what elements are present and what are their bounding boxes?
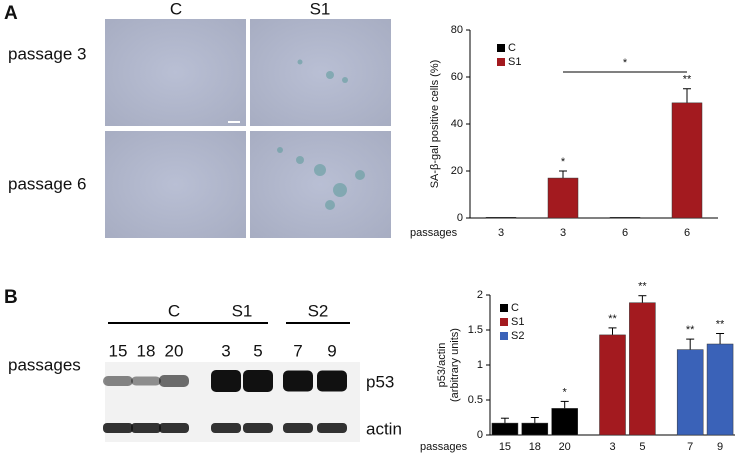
lane-label: 15: [109, 341, 128, 360]
lane-label: 3: [221, 341, 230, 360]
x-tick-label: 9: [717, 441, 723, 453]
lane-label: 7: [293, 341, 302, 360]
stain: [277, 59, 365, 210]
x-axis-label: passages: [410, 227, 458, 239]
x-tick-label: 20: [559, 441, 571, 453]
x-tick-label: 5: [639, 441, 645, 453]
row-label: passage 6: [8, 174, 86, 193]
column-label: C: [170, 0, 182, 18]
band: [131, 423, 161, 433]
lane-label: 5: [253, 341, 262, 360]
y-tick-label: 80: [451, 24, 463, 36]
bar: [676, 349, 704, 436]
y-axis-label: (arbitrary units): [449, 328, 461, 402]
band-label: actin: [366, 419, 402, 438]
legend-label: C: [511, 302, 519, 314]
blot-group-label: S1: [232, 301, 253, 320]
legend-swatch: [497, 58, 505, 66]
x-tick-label: 15: [499, 441, 511, 453]
y-tick-label: 1.5: [468, 324, 483, 336]
bar: [706, 343, 734, 436]
band: [243, 423, 273, 433]
micrograph: [105, 131, 246, 238]
lane-label: 20: [165, 341, 184, 360]
lane-label: 9: [327, 341, 336, 360]
band: [283, 423, 313, 433]
bracket-label: *: [623, 57, 628, 69]
legend-label: C: [508, 42, 516, 54]
y-tick-label: 2: [477, 289, 483, 301]
legend-label: S2: [511, 330, 524, 342]
x-tick-label: 6: [622, 227, 628, 239]
x-tick-label: 3: [560, 227, 566, 239]
legend-swatch: [497, 44, 505, 52]
blot-row-label: passages: [8, 355, 81, 374]
band: [131, 376, 161, 386]
x-tick-label: 18: [529, 441, 541, 453]
y-tick-label: 60: [451, 71, 463, 83]
micrograph: [250, 131, 391, 238]
band: [317, 423, 347, 433]
band: [211, 370, 241, 392]
legend-swatch: [500, 318, 508, 326]
blot-group-label: C: [168, 301, 180, 320]
blot-group-label: S2: [308, 301, 329, 320]
x-tick-label: 3: [498, 227, 504, 239]
significance: **: [716, 318, 725, 330]
bar: [485, 217, 517, 219]
y-tick-label: 20: [451, 165, 463, 177]
legend-label: S1: [511, 316, 524, 328]
significance: **: [686, 324, 695, 336]
legend-swatch: [500, 332, 508, 340]
band: [243, 370, 273, 392]
y-tick-label: 1: [477, 359, 483, 371]
y-axis-label: p53/actin: [436, 343, 448, 388]
x-axis-label: passages: [420, 441, 468, 453]
x-tick-label: 7: [687, 441, 693, 453]
bar: [599, 334, 626, 436]
y-tick-label: 0: [457, 212, 463, 224]
y-tick-label: 0: [477, 429, 483, 441]
column-label: S1: [310, 0, 331, 18]
band: [317, 370, 347, 392]
significance: **: [638, 281, 647, 293]
significance: **: [683, 74, 692, 86]
bar: [551, 408, 578, 436]
y-tick-label: 40: [451, 118, 463, 130]
band: [159, 375, 189, 387]
micrograph: [250, 19, 391, 126]
bar: [547, 177, 579, 219]
x-tick-label: 3: [609, 441, 615, 453]
panel-label: B: [4, 287, 18, 308]
panel-label: A: [4, 3, 18, 24]
bar: [671, 102, 703, 219]
band: [103, 376, 133, 386]
band-label: p53: [366, 372, 394, 391]
bar: [491, 422, 519, 436]
band: [103, 423, 133, 433]
micrograph: [105, 19, 246, 126]
bar: [609, 217, 641, 219]
significance: **: [608, 313, 617, 325]
y-axis-label: SA-β-gal positive cells (%): [429, 60, 441, 189]
significance: *: [563, 386, 568, 398]
bar: [629, 302, 656, 436]
x-tick-label: 6: [684, 227, 690, 239]
band: [159, 423, 189, 433]
band: [283, 370, 313, 392]
lane-label: 18: [137, 341, 156, 360]
significance: *: [561, 156, 566, 168]
legend-swatch: [500, 304, 508, 312]
row-label: passage 3: [8, 44, 86, 63]
y-tick-label: 0.5: [468, 394, 483, 406]
legend-label: S1: [508, 56, 521, 68]
bar: [521, 422, 549, 436]
band: [211, 423, 241, 433]
